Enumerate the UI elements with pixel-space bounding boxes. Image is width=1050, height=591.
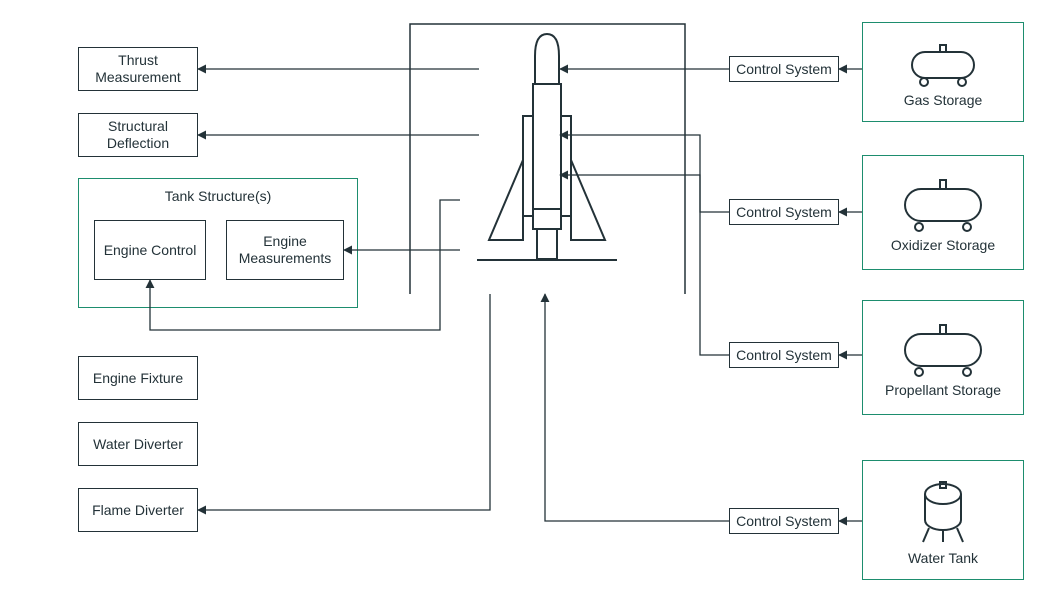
control-system-water: Control System — [729, 508, 839, 534]
control-system-gas-label: Control System — [736, 61, 832, 78]
tank-structures-title: Tank Structure(s) — [78, 188, 358, 205]
connector — [198, 294, 490, 510]
flame-diverter-node: Flame Diverter — [78, 488, 198, 532]
tank-icon — [897, 322, 989, 378]
water-tank-label: Water Tank — [908, 550, 978, 567]
engine-control-label: Engine Control — [104, 242, 197, 259]
engine-measurements-node: Engine Measurements — [226, 220, 344, 280]
engine-measurements-label: Engine Measurements — [227, 233, 343, 267]
oxidizer-storage-label: Oxidizer Storage — [891, 237, 995, 254]
connector — [560, 175, 729, 355]
propellant-storage-panel: Propellant Storage — [862, 300, 1024, 415]
gas-storage-panel: Gas Storage — [862, 22, 1024, 122]
thrust-measurement-node: Thrust Measurement — [78, 47, 198, 91]
control-system-oxidizer-label: Control System — [736, 204, 832, 221]
connector — [560, 135, 729, 212]
test-stand-frame — [410, 24, 685, 294]
control-system-gas: Control System — [729, 56, 839, 82]
oxidizer-storage-panel: Oxidizer Storage — [862, 155, 1024, 270]
control-system-propellant-label: Control System — [736, 347, 832, 364]
structural-deflection-label: Structural Deflection — [79, 118, 197, 152]
water-diverter-label: Water Diverter — [93, 436, 183, 453]
water-tank-icon — [911, 480, 975, 546]
control-system-water-label: Control System — [736, 513, 832, 530]
control-system-oxidizer: Control System — [729, 199, 839, 225]
water-tank-panel: Water Tank — [862, 460, 1024, 580]
tank-icon — [897, 177, 989, 233]
rocket-icon — [477, 34, 617, 260]
engine-fixture-label: Engine Fixture — [93, 370, 183, 387]
engine-fixture-node: Engine Fixture — [78, 356, 198, 400]
connector — [545, 294, 729, 521]
control-system-propellant: Control System — [729, 342, 839, 368]
engine-control-node: Engine Control — [94, 220, 206, 280]
water-diverter-node: Water Diverter — [78, 422, 198, 466]
propellant-storage-label: Propellant Storage — [885, 382, 1001, 399]
flame-diverter-label: Flame Diverter — [92, 502, 184, 519]
structural-deflection-node: Structural Deflection — [78, 113, 198, 157]
tank-icon — [904, 42, 982, 88]
thrust-measurement-label: Thrust Measurement — [79, 52, 197, 86]
gas-storage-label: Gas Storage — [904, 92, 983, 109]
